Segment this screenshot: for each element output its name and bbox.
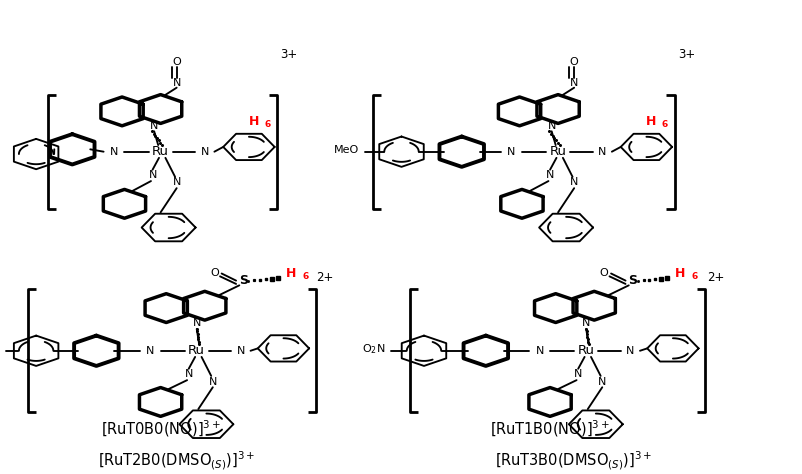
- Text: H: H: [646, 115, 655, 128]
- Polygon shape: [537, 95, 578, 123]
- Text: 6: 6: [302, 273, 308, 281]
- Text: N: N: [507, 146, 515, 157]
- Polygon shape: [101, 97, 143, 126]
- Polygon shape: [463, 336, 508, 366]
- Text: 6: 6: [691, 273, 697, 281]
- Polygon shape: [184, 292, 225, 320]
- Polygon shape: [103, 190, 145, 218]
- Text: MeO: MeO: [334, 145, 358, 155]
- Text: 3+: 3+: [280, 48, 298, 61]
- Text: 6: 6: [264, 120, 270, 129]
- Text: N: N: [192, 318, 200, 328]
- Polygon shape: [140, 388, 181, 416]
- Text: [RuT2B0(DMSO$_{(S)}$)]$^{3+}$: [RuT2B0(DMSO$_{(S)}$)]$^{3+}$: [98, 449, 255, 472]
- Text: H: H: [286, 267, 295, 280]
- Text: N: N: [200, 146, 209, 157]
- Polygon shape: [140, 95, 181, 123]
- Text: 6: 6: [661, 120, 667, 129]
- Text: S: S: [627, 274, 637, 287]
- Polygon shape: [534, 294, 576, 322]
- Text: 2+: 2+: [316, 271, 334, 284]
- Text: O$_2$N: O$_2$N: [362, 342, 385, 356]
- Text: N: N: [209, 376, 217, 387]
- Polygon shape: [529, 388, 570, 416]
- Polygon shape: [573, 292, 614, 320]
- Text: N: N: [597, 376, 606, 387]
- Text: O: O: [599, 268, 607, 279]
- Text: [RuT0B0(NO)]$^{3+}$: [RuT0B0(NO)]$^{3+}$: [100, 419, 221, 439]
- Text: S: S: [238, 274, 248, 287]
- Text: O: O: [172, 56, 180, 67]
- Text: O: O: [210, 268, 218, 279]
- Polygon shape: [50, 134, 95, 164]
- Text: N: N: [626, 346, 634, 356]
- Text: Ru: Ru: [152, 145, 169, 158]
- Text: N: N: [545, 170, 553, 181]
- Text: H: H: [674, 267, 684, 280]
- Text: 3+: 3+: [677, 48, 695, 61]
- Text: N: N: [569, 177, 577, 188]
- Polygon shape: [145, 294, 187, 322]
- Polygon shape: [439, 137, 484, 167]
- Text: N: N: [146, 346, 154, 356]
- Text: N: N: [535, 346, 543, 356]
- Text: [RuT1B0(NO)]$^{3+}$: [RuT1B0(NO)]$^{3+}$: [489, 419, 610, 439]
- Text: N: N: [547, 120, 555, 131]
- Polygon shape: [498, 97, 540, 126]
- Text: N: N: [148, 170, 156, 181]
- Polygon shape: [500, 190, 542, 218]
- Text: H: H: [249, 115, 258, 128]
- Text: 2+: 2+: [707, 271, 724, 284]
- Text: O: O: [569, 56, 577, 67]
- Polygon shape: [74, 336, 119, 366]
- Text: N: N: [150, 120, 158, 131]
- Text: N: N: [172, 177, 180, 188]
- Text: N: N: [581, 318, 589, 328]
- Text: N: N: [184, 369, 192, 380]
- Text: N: N: [172, 78, 180, 88]
- Text: Ru: Ru: [577, 344, 594, 357]
- Text: N: N: [569, 78, 577, 88]
- Text: [RuT3B0(DMSO$_{(S)}$)]$^{3+}$: [RuT3B0(DMSO$_{(S)}$)]$^{3+}$: [495, 449, 652, 472]
- Text: N: N: [597, 146, 606, 157]
- Text: N: N: [110, 146, 118, 157]
- Text: N: N: [237, 346, 245, 356]
- Text: N: N: [573, 369, 581, 380]
- Text: Ru: Ru: [549, 145, 566, 158]
- Text: Ru: Ru: [188, 344, 205, 357]
